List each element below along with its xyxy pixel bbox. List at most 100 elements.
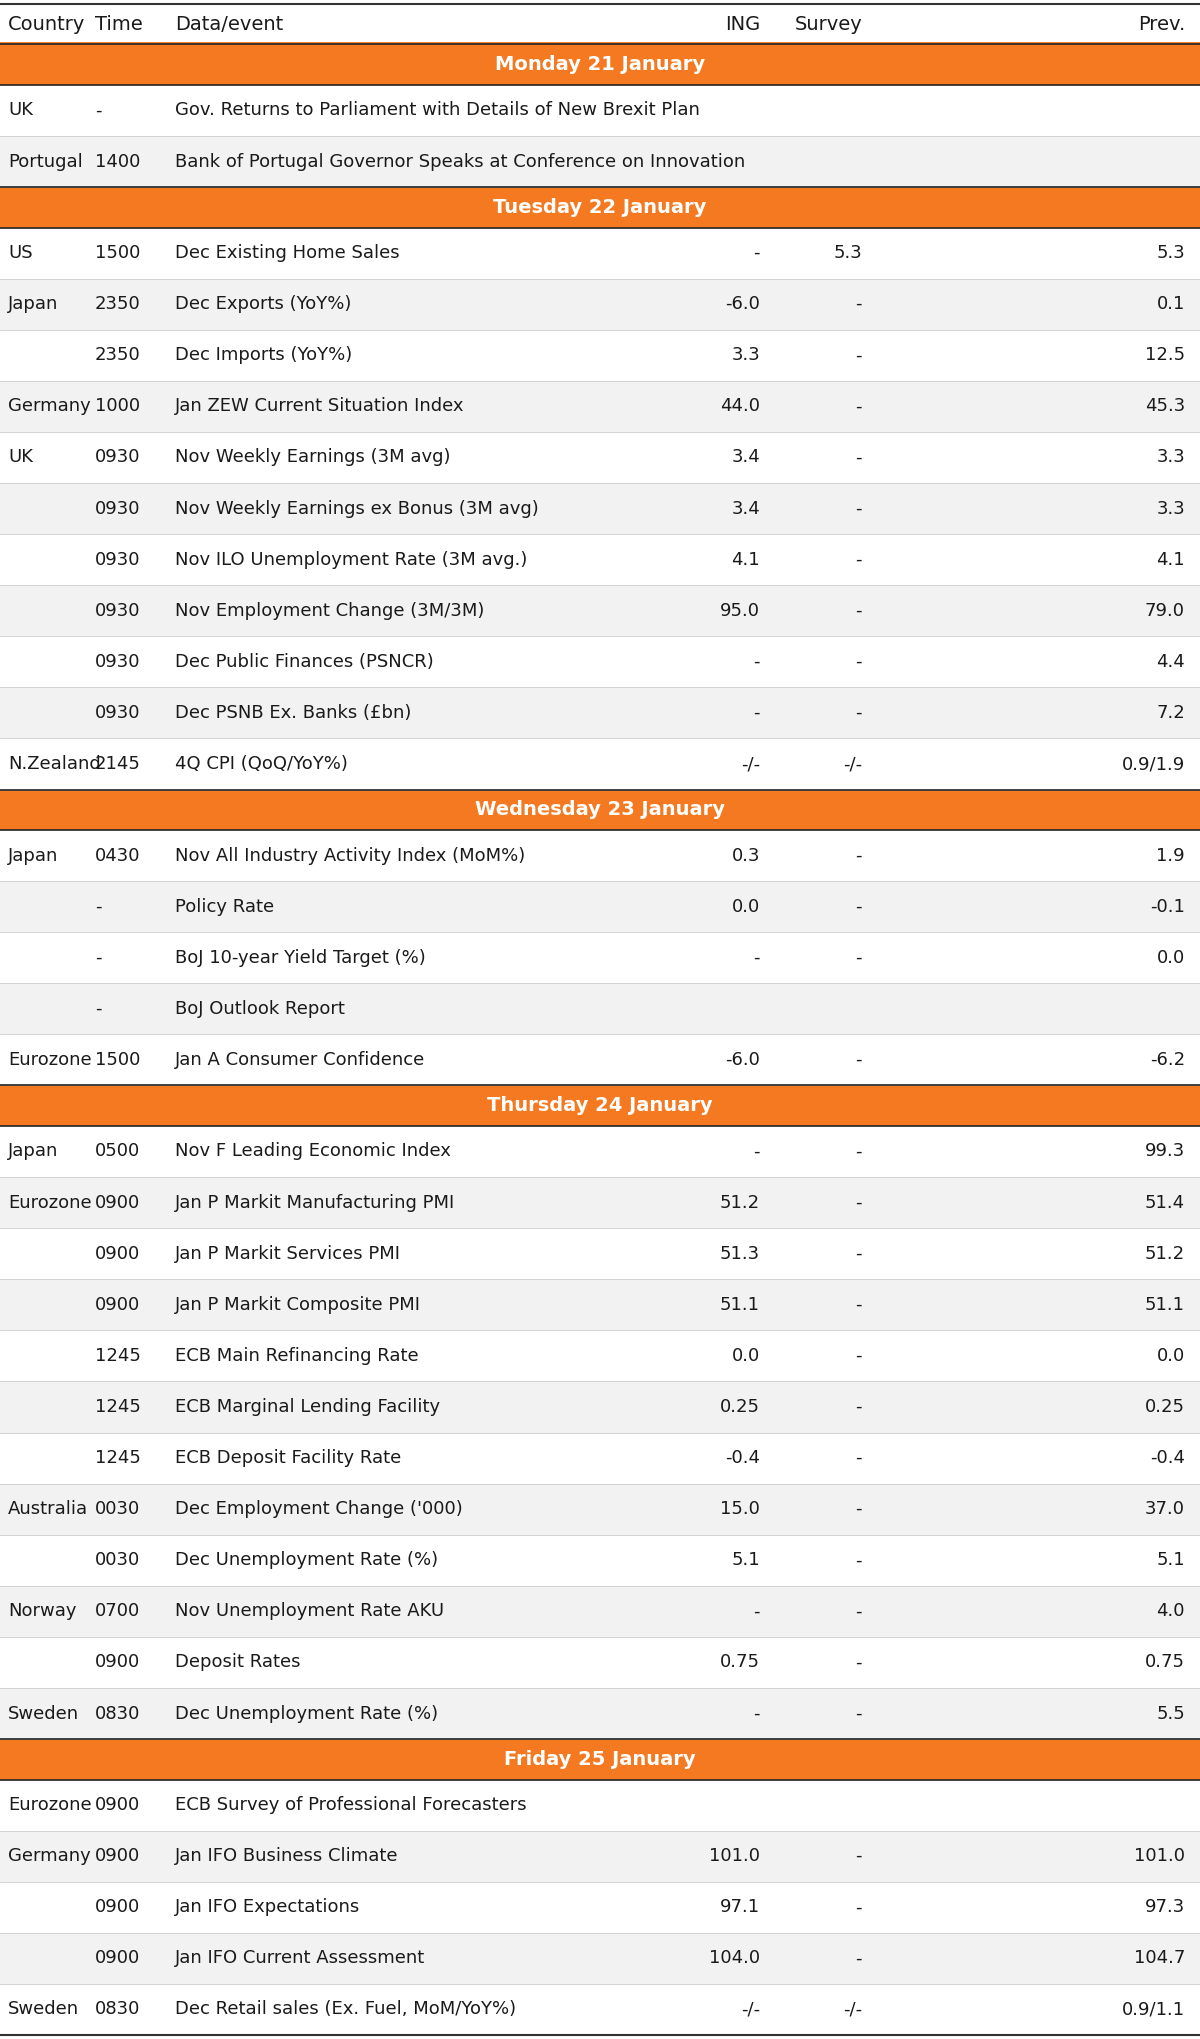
Text: 0900: 0900 (95, 1244, 140, 1262)
Bar (0, 4, 1200, 45)
Text: 1.9: 1.9 (1157, 846, 1186, 865)
Text: 3.4: 3.4 (731, 500, 760, 518)
Text: 1400: 1400 (95, 153, 140, 171)
Text: Nov Unemployment Rate AKU: Nov Unemployment Rate AKU (175, 1603, 444, 1621)
Bar (0, 188, 1200, 228)
Text: Dec Unemployment Rate (%): Dec Unemployment Rate (%) (175, 1552, 438, 1570)
Text: -: - (856, 1654, 862, 1672)
Text: Jan ZEW Current Situation Index: Jan ZEW Current Situation Index (175, 398, 464, 416)
Text: 95.0: 95.0 (720, 602, 760, 620)
Bar (0, 1034, 1200, 1085)
Bar (0, 432, 1200, 483)
Text: -: - (856, 1552, 862, 1570)
Bar (0, 1433, 1200, 1484)
Bar (0, 1637, 1200, 1688)
Text: -: - (856, 398, 862, 416)
Text: 0.3: 0.3 (732, 846, 760, 865)
Text: 0.75: 0.75 (1145, 1654, 1186, 1672)
Text: 2350: 2350 (95, 347, 140, 365)
Text: Germany: Germany (8, 398, 91, 416)
Text: Sweden: Sweden (8, 1705, 79, 1723)
Text: ECB Main Refinancing Rate: ECB Main Refinancing Rate (175, 1348, 419, 1364)
Text: Nov Employment Change (3M/3M): Nov Employment Change (3M/3M) (175, 602, 485, 620)
Text: Australia: Australia (8, 1501, 88, 1519)
Bar (0, 1535, 1200, 1586)
Text: 101.0: 101.0 (709, 1847, 760, 1866)
Bar (0, 1177, 1200, 1227)
Text: 97.3: 97.3 (1145, 1898, 1186, 1917)
Bar (0, 1227, 1200, 1278)
Text: BoJ 10-year Yield Target (%): BoJ 10-year Yield Target (%) (175, 948, 426, 966)
Bar (0, 279, 1200, 330)
Text: 4.1: 4.1 (1157, 551, 1186, 569)
Text: 51.4: 51.4 (1145, 1193, 1186, 1211)
Text: -: - (754, 703, 760, 722)
Bar (0, 1933, 1200, 1984)
Bar (0, 932, 1200, 983)
Text: Friday 25 January: Friday 25 January (504, 1749, 696, 1768)
Text: Jan A Consumer Confidence: Jan A Consumer Confidence (175, 1050, 425, 1068)
Text: 1245: 1245 (95, 1399, 140, 1415)
Text: 0430: 0430 (95, 846, 140, 865)
Text: 0830: 0830 (95, 2000, 140, 2019)
Text: Monday 21 January: Monday 21 January (494, 55, 706, 73)
Text: 5.3: 5.3 (833, 245, 862, 263)
Text: 0.9/1.9: 0.9/1.9 (1122, 754, 1186, 773)
Bar (0, 1780, 1200, 1831)
Text: -: - (856, 652, 862, 671)
Bar (0, 1329, 1200, 1380)
Text: ECB Deposit Facility Rate: ECB Deposit Facility Rate (175, 1450, 401, 1466)
Text: -: - (856, 296, 862, 314)
Text: -: - (95, 102, 102, 120)
Bar (0, 381, 1200, 432)
Text: -: - (754, 948, 760, 966)
Text: UK: UK (8, 449, 34, 467)
Text: 0900: 0900 (95, 1898, 140, 1917)
Text: Thursday 24 January: Thursday 24 January (487, 1097, 713, 1115)
Text: Policy Rate: Policy Rate (175, 897, 274, 916)
Text: Nov Weekly Earnings (3M avg): Nov Weekly Earnings (3M avg) (175, 449, 450, 467)
Text: 97.1: 97.1 (720, 1898, 760, 1917)
Text: Jan P Markit Manufacturing PMI: Jan P Markit Manufacturing PMI (175, 1193, 455, 1211)
Text: 104.7: 104.7 (1134, 1949, 1186, 1968)
Bar (0, 1586, 1200, 1637)
Text: 0030: 0030 (95, 1552, 140, 1570)
Text: -/-: -/- (740, 754, 760, 773)
Text: 99.3: 99.3 (1145, 1142, 1186, 1160)
Text: -: - (856, 347, 862, 365)
Bar (0, 789, 1200, 830)
Text: 0900: 0900 (95, 1295, 140, 1313)
Text: 0900: 0900 (95, 1193, 140, 1211)
Text: ECB Survey of Professional Forecasters: ECB Survey of Professional Forecasters (175, 1796, 527, 1815)
Bar (0, 830, 1200, 881)
Text: -: - (856, 1399, 862, 1415)
Text: 51.3: 51.3 (720, 1244, 760, 1262)
Text: 0.0: 0.0 (732, 1348, 760, 1364)
Text: -: - (856, 703, 862, 722)
Text: 37.0: 37.0 (1145, 1501, 1186, 1519)
Text: 3.3: 3.3 (1157, 449, 1186, 467)
Text: -0.4: -0.4 (725, 1450, 760, 1466)
Bar (0, 636, 1200, 687)
Text: -/-: -/- (740, 2000, 760, 2019)
Bar (0, 738, 1200, 789)
Text: 12.5: 12.5 (1145, 347, 1186, 365)
Text: Jan IFO Current Assessment: Jan IFO Current Assessment (175, 1949, 425, 1968)
Bar (0, 1688, 1200, 1739)
Bar (0, 1085, 1200, 1126)
Text: 79.0: 79.0 (1145, 602, 1186, 620)
Text: -: - (856, 1193, 862, 1211)
Text: 101.0: 101.0 (1134, 1847, 1186, 1866)
Text: Eurozone: Eurozone (8, 1796, 91, 1815)
Bar (0, 1984, 1200, 2035)
Text: 104.0: 104.0 (709, 1949, 760, 1968)
Text: 0.75: 0.75 (720, 1654, 760, 1672)
Text: -: - (856, 1348, 862, 1364)
Text: -: - (856, 1142, 862, 1160)
Text: -: - (754, 1603, 760, 1621)
Bar (0, 687, 1200, 738)
Text: -: - (856, 1705, 862, 1723)
Text: 44.0: 44.0 (720, 398, 760, 416)
Text: 0.0: 0.0 (1157, 1348, 1186, 1364)
Text: Time: Time (95, 14, 143, 35)
